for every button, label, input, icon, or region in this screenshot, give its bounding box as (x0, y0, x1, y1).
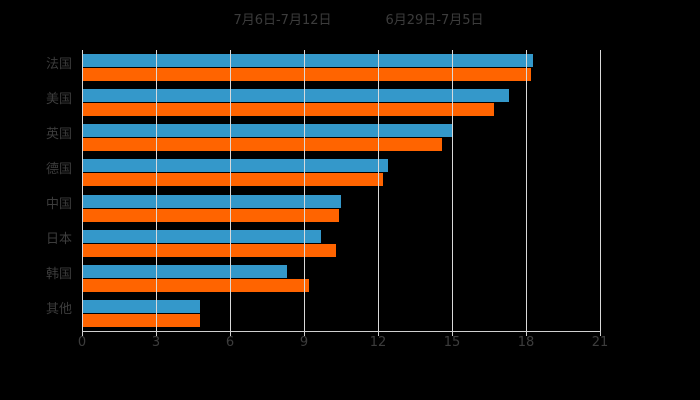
bar[interactable] (82, 299, 201, 313)
y-axis-category-label: 美国 (45, 91, 72, 107)
gridline (600, 50, 601, 331)
legend-label-series-1: 6月29日-7月5日 (385, 12, 484, 28)
y-axis-category-label: 日本 (45, 232, 72, 248)
x-axis-tick-label: 18 (517, 335, 535, 350)
y-axis-category-label: 其他 (45, 302, 72, 318)
x-axis-tickmark (526, 331, 527, 336)
x-axis-tick-label: 3 (151, 335, 161, 350)
bar[interactable] (82, 229, 322, 243)
x-axis-line (82, 331, 601, 332)
legend-circle-marker-icon (216, 15, 226, 25)
y-axis-category-label: 英国 (45, 126, 72, 142)
x-axis-tickmark (452, 331, 453, 336)
x-axis-tick-label: 12 (369, 335, 387, 350)
gridline (82, 50, 83, 331)
y-axis-category-label: 德国 (45, 161, 72, 177)
bar[interactable] (82, 89, 509, 103)
y-axis-category-labels: 法国美国英国德国中国日本韩国其他 (0, 50, 72, 331)
bar[interactable] (82, 138, 443, 152)
bar[interactable] (82, 124, 452, 138)
bar-group (82, 194, 600, 229)
bar-group (82, 299, 600, 334)
x-axis-tickmark (378, 331, 379, 336)
bar[interactable] (82, 159, 388, 173)
bar-group (82, 264, 600, 299)
legend-item-series-1[interactable]: 6月29日-7月5日 (370, 14, 484, 27)
gridline (378, 50, 379, 331)
legend-item-series-0[interactable]: 7月6日-7月12日 (216, 14, 331, 27)
chart-legend: 7月6日-7月12日 6月29日-7月5日 (0, 6, 700, 34)
bar-group (82, 88, 600, 123)
bar[interactable] (82, 208, 339, 222)
bar[interactable] (82, 68, 531, 81)
x-axis-tickmark (156, 331, 157, 336)
x-axis-tick-label: 9 (299, 335, 309, 350)
bar[interactable] (82, 278, 309, 292)
y-axis-category-label: 法国 (45, 56, 72, 72)
bar[interactable] (82, 103, 494, 117)
gridline (230, 50, 231, 331)
plot-area (82, 50, 601, 334)
legend-label-series-0: 7月6日-7月12日 (233, 12, 332, 28)
x-axis-tickmark (600, 331, 601, 336)
gridline (526, 50, 527, 331)
x-axis-tick-label: 0 (77, 335, 87, 350)
bar-group (82, 229, 600, 264)
bar-group (82, 123, 600, 158)
bar-group (82, 158, 600, 193)
x-axis-tick-label: 6 (225, 335, 235, 350)
bar[interactable] (82, 194, 341, 208)
gridline (452, 50, 453, 331)
bar[interactable] (82, 173, 383, 187)
bar[interactable] (82, 264, 287, 278)
x-axis-tickmark (304, 331, 305, 336)
bar[interactable] (82, 54, 534, 67)
legend-square-marker-icon (370, 16, 379, 25)
y-axis-category-label: 中国 (45, 197, 72, 213)
x-axis-tick-labels: 0 3 6 9 12 15 18 21 (0, 336, 700, 356)
bar[interactable] (82, 313, 201, 327)
y-axis-category-label: 韩国 (45, 267, 72, 283)
x-axis-tickmark (82, 331, 83, 336)
bar-group (82, 53, 600, 88)
x-axis-tick-label: 15 (443, 335, 461, 350)
bar[interactable] (82, 243, 337, 257)
gridline (156, 50, 157, 331)
gridline (304, 50, 305, 331)
x-axis-tick-label: 21 (591, 335, 609, 350)
x-axis-tickmark (230, 331, 231, 336)
